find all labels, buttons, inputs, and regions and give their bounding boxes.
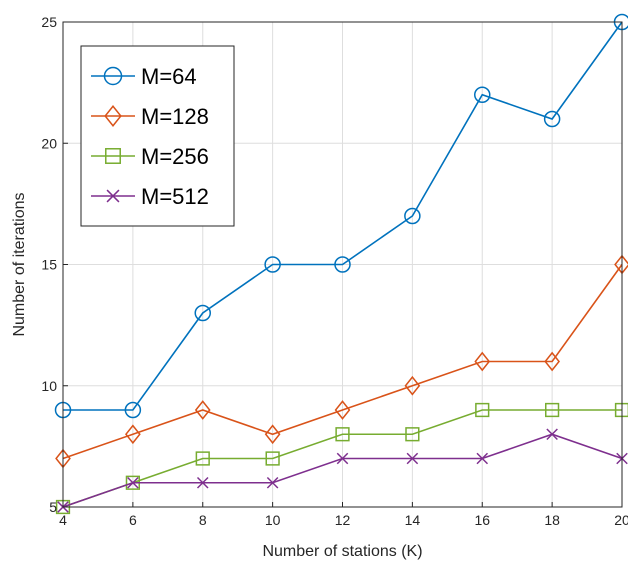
x-axis-label: Number of stations (K) (262, 543, 422, 560)
x-tick-label: 16 (474, 512, 490, 528)
legend-label: M=128 (141, 104, 209, 129)
legend-label: M=64 (141, 64, 197, 89)
x-tick-label: 18 (544, 512, 560, 528)
y-tick-label: 5 (49, 499, 57, 515)
legend: M=64 M=128 M=256 M=512 (81, 46, 234, 226)
y-tick-label: 20 (41, 135, 57, 151)
x-tick-label: 6 (129, 512, 137, 528)
legend-label: M=256 (141, 144, 209, 169)
y-axis-label: Number of iterations (11, 192, 28, 336)
legend-label: M=512 (141, 184, 209, 209)
y-tick-label: 25 (41, 14, 57, 30)
x-tick-label: 20 (614, 512, 628, 528)
x-tick-label: 14 (405, 512, 421, 528)
y-tick-label: 10 (41, 378, 57, 394)
x-tick-label: 4 (59, 512, 67, 528)
x-tick-label: 10 (265, 512, 281, 528)
y-tick-label: 15 (41, 257, 57, 273)
x-tick-label: 8 (199, 512, 207, 528)
x-tick-label: 12 (335, 512, 351, 528)
